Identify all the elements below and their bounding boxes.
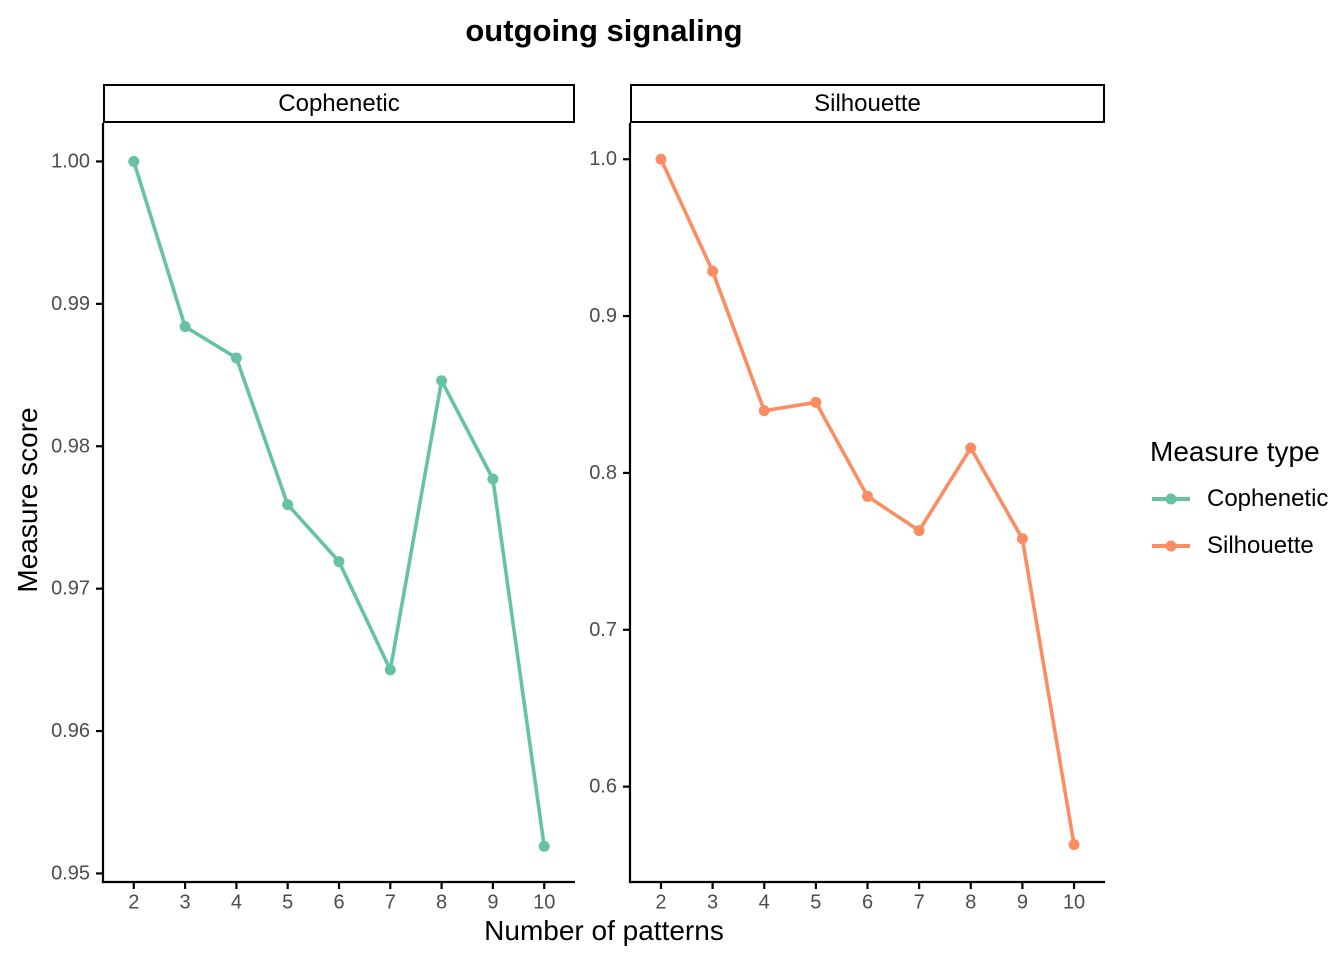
cophenetic-x-tick-label: 8 (436, 892, 447, 914)
y-axis-title: Measure score (12, 407, 43, 593)
silhouette-y-tick-label: 0.6 (589, 776, 617, 798)
silhouette-x-tick-label: 8 (965, 892, 976, 914)
silhouette-y-tick-label: 1.0 (589, 148, 617, 170)
facet-strip-silhouette: Silhouette (630, 84, 1105, 123)
cophenetic-x-tick-label: 3 (180, 892, 191, 914)
silhouette-x-tick-label: 7 (914, 892, 925, 914)
cophenetic-y-tick-label: 0.96 (51, 720, 90, 742)
silhouette-y-tick-label: 0.8 (589, 462, 617, 484)
silhouette-x-tick-label: 2 (655, 892, 666, 914)
cophenetic-point (230, 352, 242, 364)
cophenetic-y-tick-label: 0.97 (51, 578, 90, 600)
silhouette-point (1068, 839, 1080, 851)
cophenetic-line (132, 160, 547, 847)
legend-title: Measure type (1150, 436, 1320, 467)
cophenetic-point (179, 321, 191, 333)
legend-label-cophenetic: Cophenetic (1207, 485, 1329, 512)
cophenetic-point (333, 556, 345, 568)
cophenetic-point (436, 375, 448, 387)
silhouette-point (707, 265, 719, 277)
cophenetic-x-tick-label: 2 (128, 892, 139, 914)
silhouette-x-tick-label: 9 (1017, 892, 1028, 914)
silhouette-y-tick-label: 0.7 (589, 619, 617, 641)
cophenetic-y-tick-label: 0.99 (51, 293, 90, 315)
cophenetic-y-tick-label: 0.95 (51, 862, 90, 884)
silhouette-x-tick-label: 4 (759, 892, 770, 914)
cophenetic-y-tick-label: 1.00 (51, 150, 90, 172)
facet-strip-cophenetic-label: Cophenetic (278, 89, 400, 117)
cophenetic-x-tick-label: 10 (533, 892, 555, 914)
x-axis-title: Number of patterns (484, 915, 724, 946)
silhouette-x-tick-label: 5 (810, 892, 821, 914)
facet-strip-silhouette-label: Silhouette (814, 89, 921, 117)
silhouette-point (862, 490, 873, 502)
silhouette-x-tick-label: 3 (707, 892, 718, 914)
cophenetic-point (487, 473, 499, 485)
cophenetic-x-tick-label: 7 (385, 892, 396, 914)
silhouette-point (758, 405, 770, 417)
silhouette-x-tick-label: 10 (1063, 892, 1085, 914)
cophenetic-point (538, 840, 550, 852)
silhouette-x-tick-label: 6 (862, 892, 873, 914)
silhouette-point (810, 396, 822, 408)
silhouette-point (1016, 533, 1028, 545)
silhouette-line (659, 158, 1076, 845)
plot-title: outgoing signaling (465, 13, 743, 48)
legend-key-silhouette-icon (1152, 540, 1190, 552)
cophenetic-point (384, 664, 396, 676)
silhouette-point (655, 153, 667, 165)
silhouette-point (913, 525, 925, 537)
legend: Measure type Cophenetic Silhouette (1150, 436, 1328, 559)
legend-label-silhouette: Silhouette (1207, 532, 1314, 559)
cophenetic-point (128, 155, 140, 167)
cophenetic-x-tick-label: 6 (333, 892, 344, 914)
legend-item-silhouette: Silhouette (1152, 532, 1314, 559)
cophenetic-y-tick-label: 0.98 (51, 435, 90, 457)
silhouette-y-tick-label: 0.9 (589, 305, 617, 327)
cophenetic-point (282, 499, 294, 511)
cophenetic-x-tick-label: 9 (487, 892, 498, 914)
silhouette-point (965, 442, 977, 454)
legend-key-cophenetic-icon (1152, 493, 1190, 505)
cophenetic-x-tick-label: 4 (231, 892, 242, 914)
facet-strip-cophenetic: Cophenetic (103, 84, 575, 123)
cophenetic-x-tick-label: 5 (282, 892, 293, 914)
legend-item-cophenetic: Cophenetic (1152, 485, 1329, 512)
